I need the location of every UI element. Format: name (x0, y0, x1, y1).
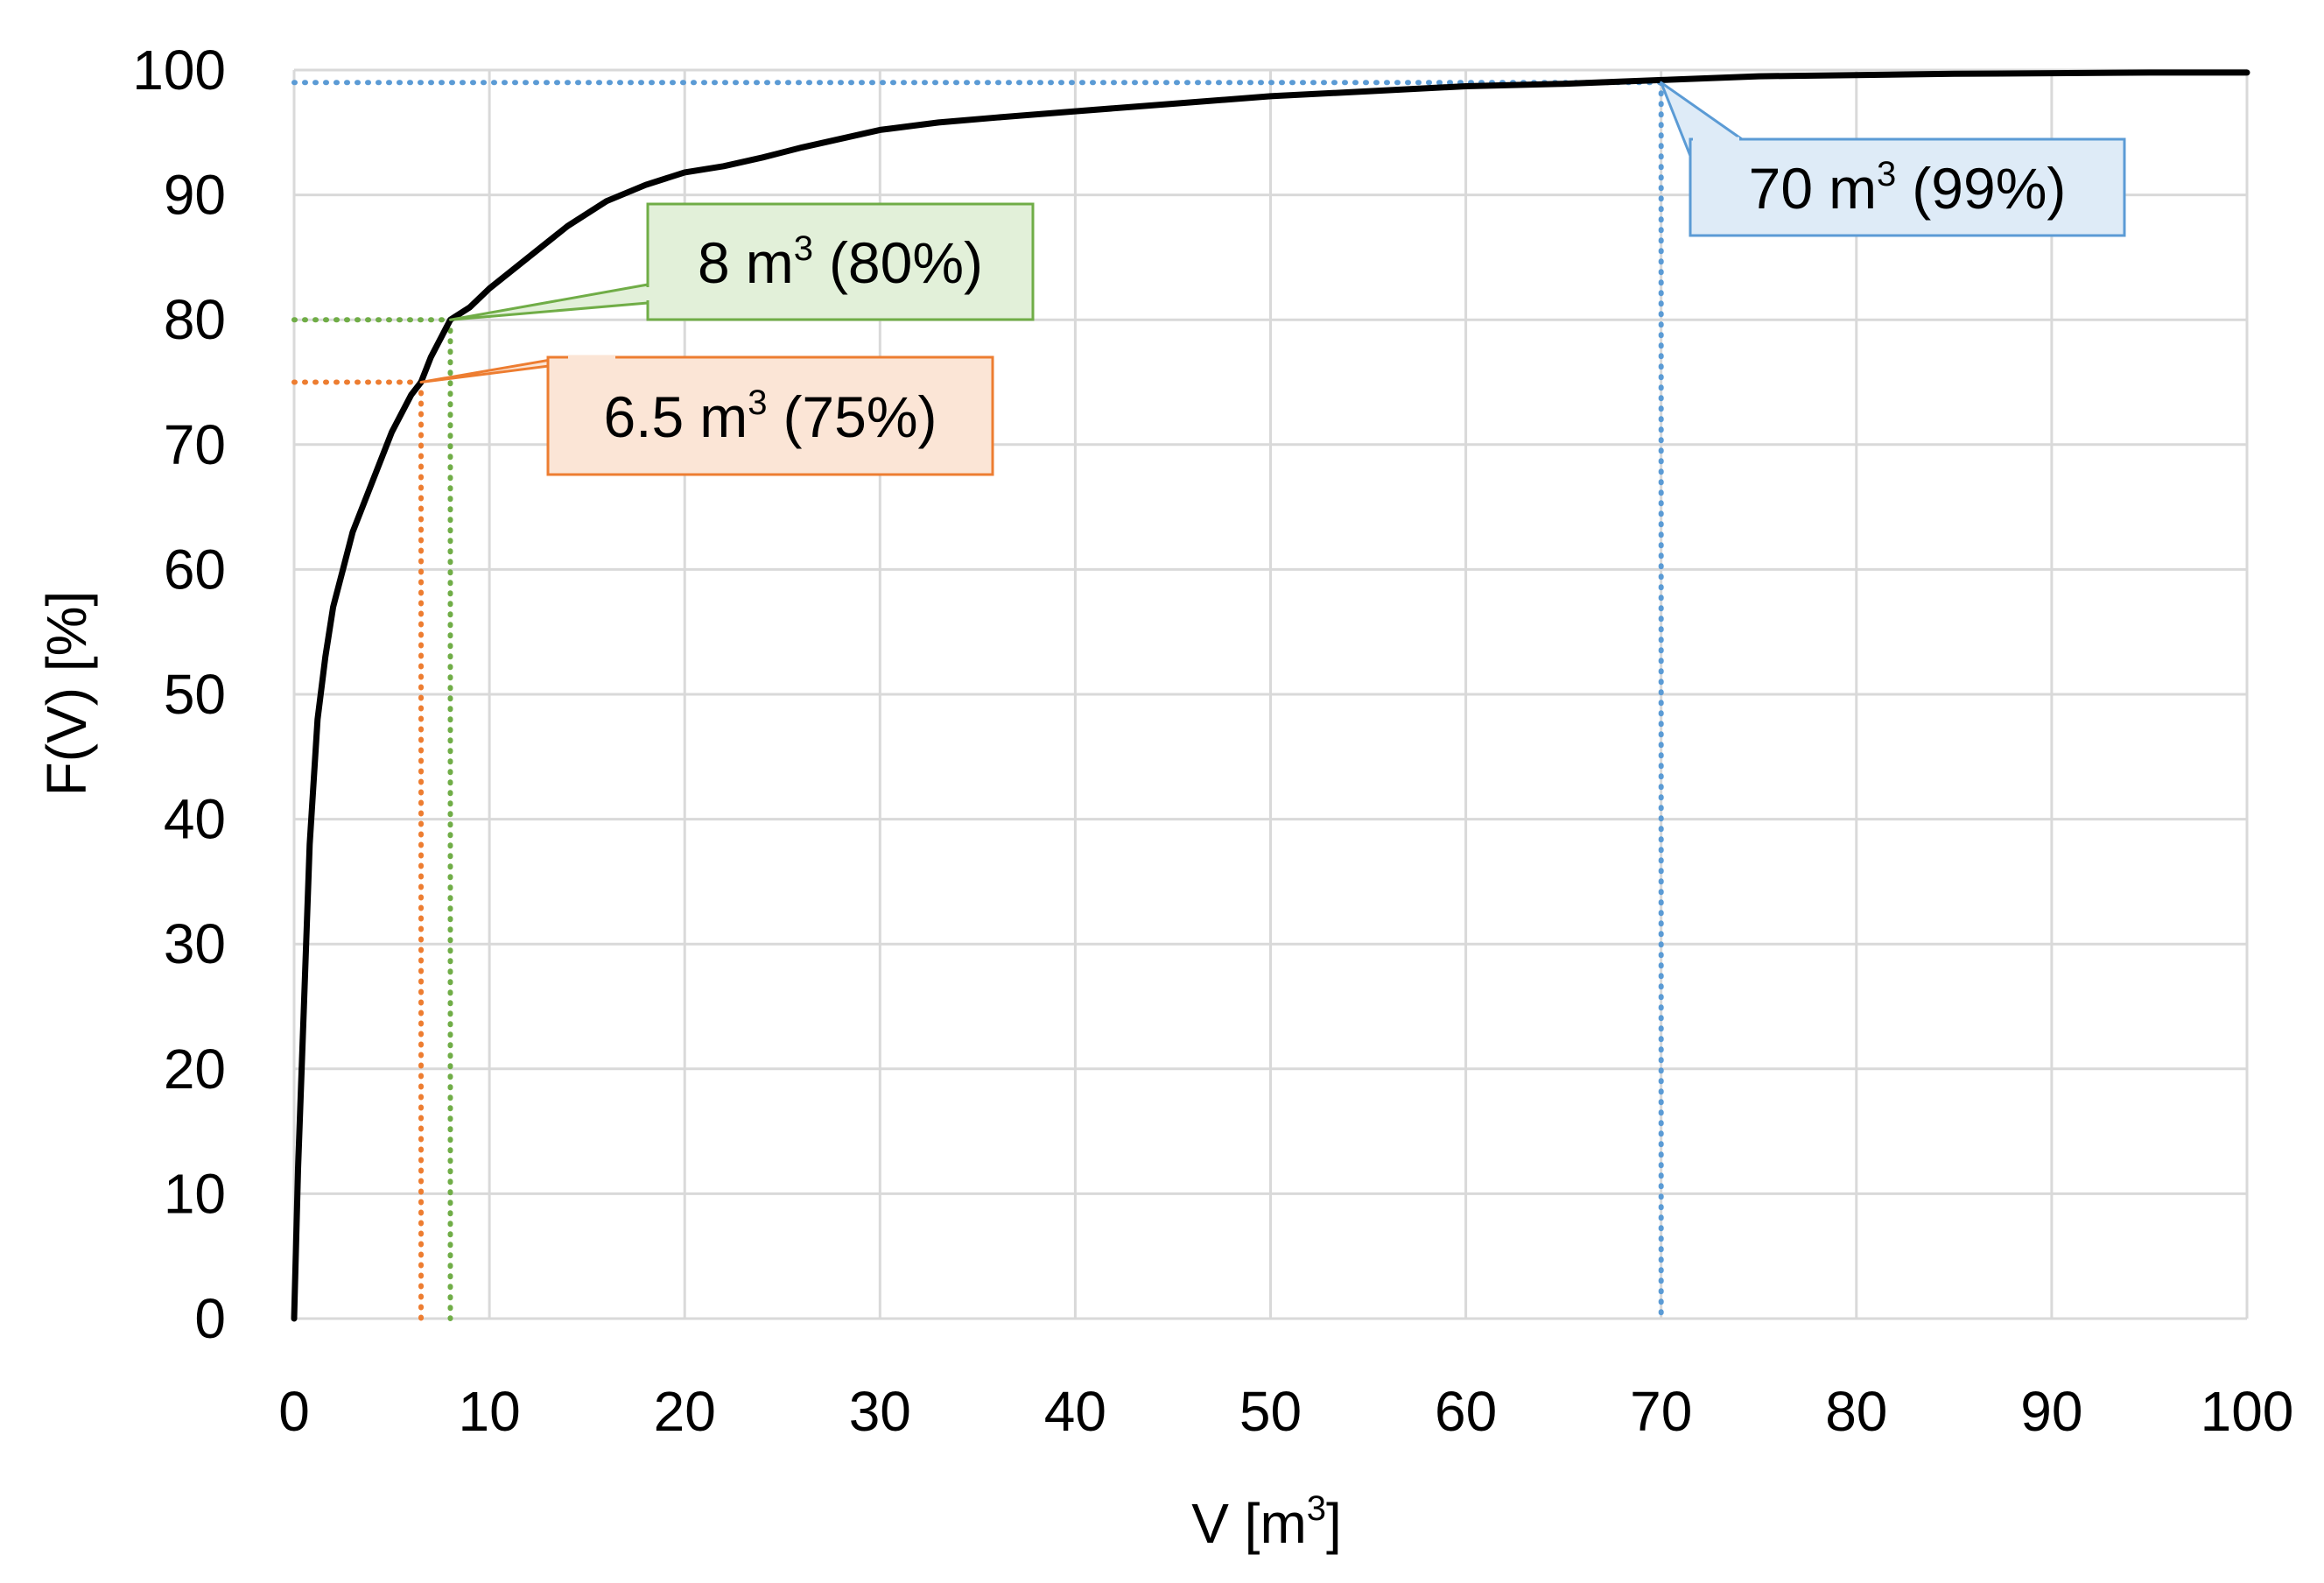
y-tick-label-1: 10 (164, 1162, 226, 1225)
x-tick-label-0: 0 (278, 1380, 310, 1443)
guide-lines (291, 80, 1664, 1321)
y-tick-label-7: 70 (164, 413, 226, 476)
x-tick-label-3: 30 (849, 1380, 911, 1443)
x-tick-label-8: 80 (1825, 1380, 1887, 1443)
callout-1: 8 m3 (80%) (449, 202, 1035, 321)
x-tick-label-1: 10 (459, 1380, 521, 1443)
x-tick-labels: 0 10 20 30 40 50 60 70 80 90 100 (278, 1380, 2293, 1443)
y-tick-label-6: 60 (164, 538, 226, 601)
x-tick-label-6: 60 (1435, 1380, 1497, 1443)
callout-label-0: 6.5 m3 (75%) (603, 383, 937, 449)
x-tick-label-10: 100 (2201, 1380, 2294, 1443)
callout-box-1 (646, 202, 1035, 321)
y-tick-label-4: 40 (164, 788, 226, 851)
callout-box-2 (1689, 137, 2126, 237)
callout-label-2: 70 m3 (99%) (1749, 155, 2067, 221)
callout-2: 70 m3 (99%) (1660, 81, 2126, 237)
callout-0: 6.5 m3 (75%) (419, 355, 994, 476)
callout-label-1: 8 m3 (80%) (698, 229, 983, 295)
x-tick-label-4: 40 (1044, 1380, 1106, 1443)
grid (292, 68, 2249, 1320)
callout-pointer-1 (449, 283, 649, 321)
y-tick-label-3: 30 (164, 912, 226, 975)
y-tick-label-2: 20 (164, 1038, 226, 1101)
x-axis-title: V [m3] (1191, 1489, 1342, 1555)
series-line (291, 69, 2250, 1322)
y-axis-title: F(V) [%] (35, 591, 98, 797)
y-tick-labels: 0 10 20 30 40 50 60 70 80 90 100 (132, 39, 226, 1350)
callout-box-0 (546, 355, 994, 476)
y-tick-label-0: 0 (194, 1287, 226, 1350)
x-tick-label-2: 20 (654, 1380, 716, 1443)
y-tick-label-8: 80 (164, 288, 226, 351)
y-tick-label-9: 90 (164, 164, 226, 227)
callouts: 6.5 m3 (75%) 8 m3 (80%) 70 m3 (99%) (419, 81, 2126, 476)
x-tick-label-5: 50 (1239, 1380, 1302, 1443)
y-tick-label-10: 100 (132, 39, 226, 102)
x-tick-label-9: 90 (2020, 1380, 2082, 1443)
y-tick-label-5: 50 (164, 663, 226, 726)
x-tick-label-7: 70 (1630, 1380, 1692, 1443)
